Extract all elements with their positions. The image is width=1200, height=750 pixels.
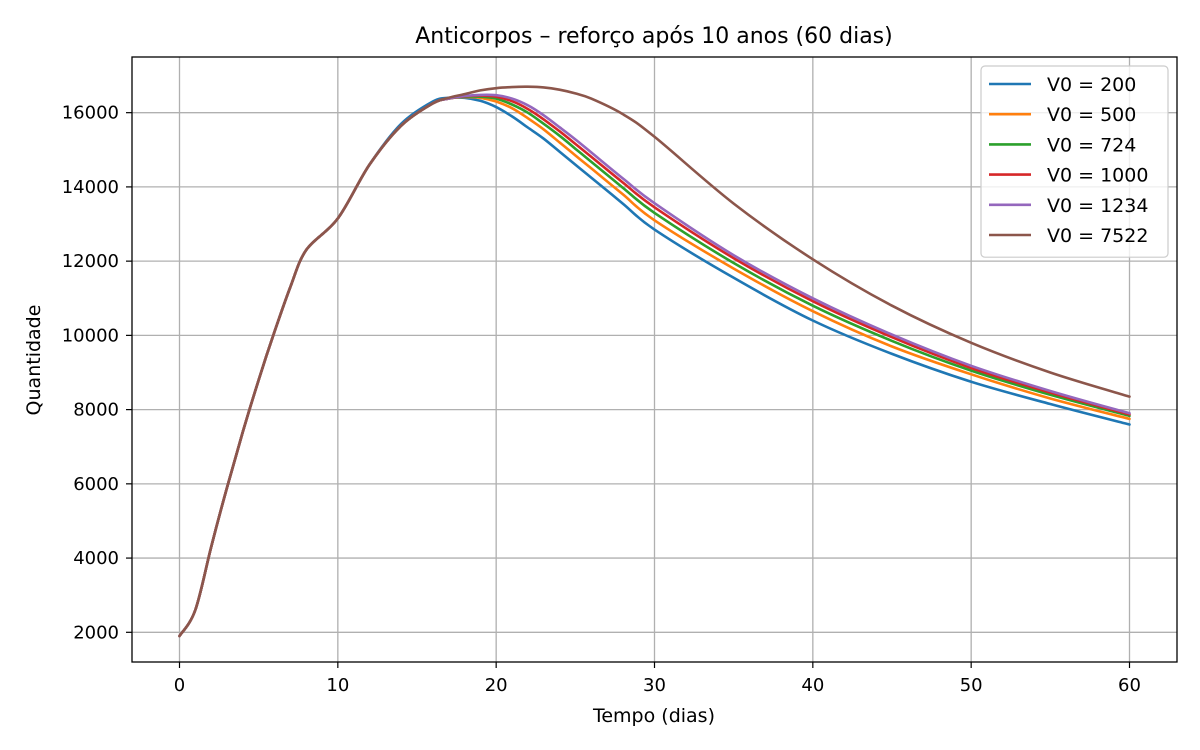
y-tick-label: 14000 [62,177,119,198]
y-tick-label: 10000 [62,325,119,346]
y-axis: 2000 4000 6000 8000 10000 12000 14000 16000 [62,103,132,643]
y-tick-label: 12000 [62,251,119,272]
x-tick-label: 20 [485,675,508,696]
x-tick-label: 10 [326,675,349,696]
chart-title: Anticorpos – reforço após 10 anos (60 di… [415,24,892,49]
series-group [178,85,1131,638]
x-tick-label: 60 [1118,675,1141,696]
x-tick-label: 50 [960,675,983,696]
legend-label: V0 = 200 [1047,74,1136,96]
x-axis-label: Tempo (dias) [592,705,715,727]
legend-label: V0 = 500 [1047,104,1136,126]
y-tick-label: 4000 [73,548,119,569]
x-tick-label: 0 [174,675,185,696]
y-tick-label: 2000 [73,622,119,643]
legend-label: V0 = 1000 [1047,165,1148,187]
legend-label: V0 = 1234 [1047,195,1148,217]
legend-label: V0 = 724 [1047,134,1136,156]
legend-label: V0 = 7522 [1047,225,1148,247]
y-tick-label: 6000 [73,474,119,495]
y-tick-label: 8000 [73,400,119,421]
grid [132,57,1177,662]
legend: V0 = 200 V0 = 500 V0 = 724 V0 = 1000 V0 = 12… [980,65,1169,258]
y-axis-label: Quantidade [23,305,45,416]
y-tick-label: 16000 [62,103,119,124]
x-tick-label: 30 [643,675,666,696]
series-line [178,85,1131,638]
x-tick-label: 40 [801,675,824,696]
x-axis: 0 10 20 30 40 50 60 [174,662,1141,696]
